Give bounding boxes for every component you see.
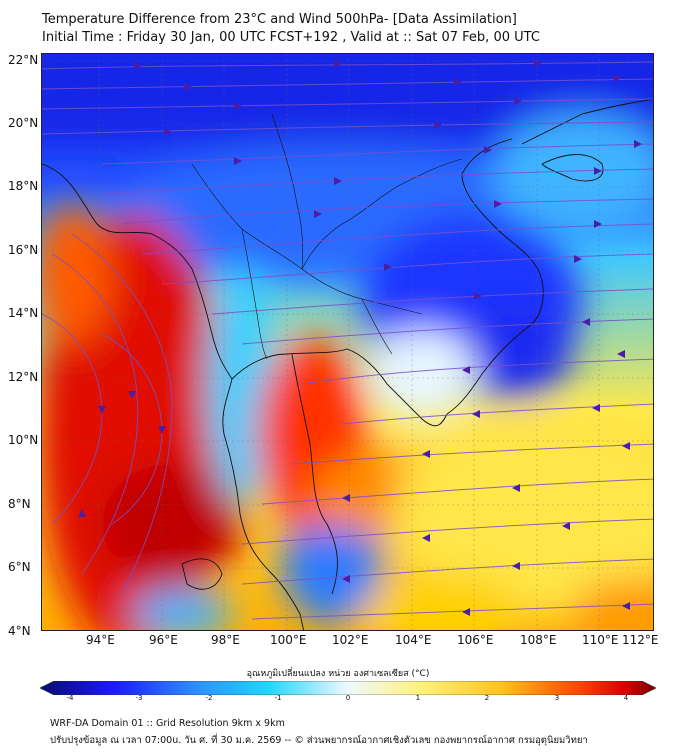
footer-credit: ปรับปรุงข้อมูล ณ เวลา 07:00u. วัน ศ. ที่… <box>50 735 588 746</box>
colorbar-tick: -4 <box>66 694 74 702</box>
colorbar-tick: -1 <box>274 694 282 702</box>
lat-label: 8°N <box>8 497 31 511</box>
map-subtitle: Initial Time : Friday 30 Jan, 00 UTC FCS… <box>42 30 540 45</box>
colorbar-tick: -3 <box>135 694 143 702</box>
lon-label: 106°E <box>457 633 494 647</box>
colorbar-tick: 2 <box>484 694 490 702</box>
lon-label: 108°E <box>520 633 557 647</box>
coastlines <box>42 98 653 630</box>
map-title: Temperature Difference from 23°C and Win… <box>42 12 517 27</box>
lon-label: 110°E <box>582 633 619 647</box>
colorbar-tick: 3 <box>554 694 560 702</box>
lat-label: 20°N <box>8 116 39 130</box>
colorbar-tick: 4 <box>623 694 629 702</box>
lat-label: 16°N <box>8 243 39 257</box>
lat-label: 10°N <box>8 433 39 447</box>
colorbar <box>39 680 657 696</box>
lon-label: 102°E <box>332 633 369 647</box>
lat-label: 14°N <box>8 306 39 320</box>
lat-label: 18°N <box>8 179 39 193</box>
lat-label: 22°N <box>8 53 39 67</box>
wind-streamlines <box>42 61 653 620</box>
lon-label: 104°E <box>395 633 432 647</box>
lat-label: 12°N <box>8 370 39 384</box>
lon-label: 100°E <box>270 633 307 647</box>
wind-arrows <box>78 59 642 616</box>
lat-label: 4°N <box>8 624 31 638</box>
colorbar-title: อุณหภูมิเปลี่ยนแปลง หน่วย องศาเซลเซียส (… <box>246 669 430 679</box>
graticule <box>42 54 653 630</box>
footer-model-info: WRF-DA Domain 01 :: Grid Resolution 9km … <box>50 718 285 729</box>
colorbar-tick: 1 <box>415 694 421 702</box>
lat-label: 6°N <box>8 560 31 574</box>
lon-label: 94°E <box>86 633 115 647</box>
map-panel[interactable] <box>41 53 654 631</box>
colorbar-tick: 0 <box>345 694 351 702</box>
temperature-map[interactable] <box>42 54 654 631</box>
lon-label: 98°E <box>211 633 240 647</box>
colorbar-tick: -2 <box>205 694 213 702</box>
colorbar-gradient <box>39 680 657 696</box>
lon-label: 112°E <box>622 633 659 647</box>
lon-label: 96°E <box>149 633 178 647</box>
